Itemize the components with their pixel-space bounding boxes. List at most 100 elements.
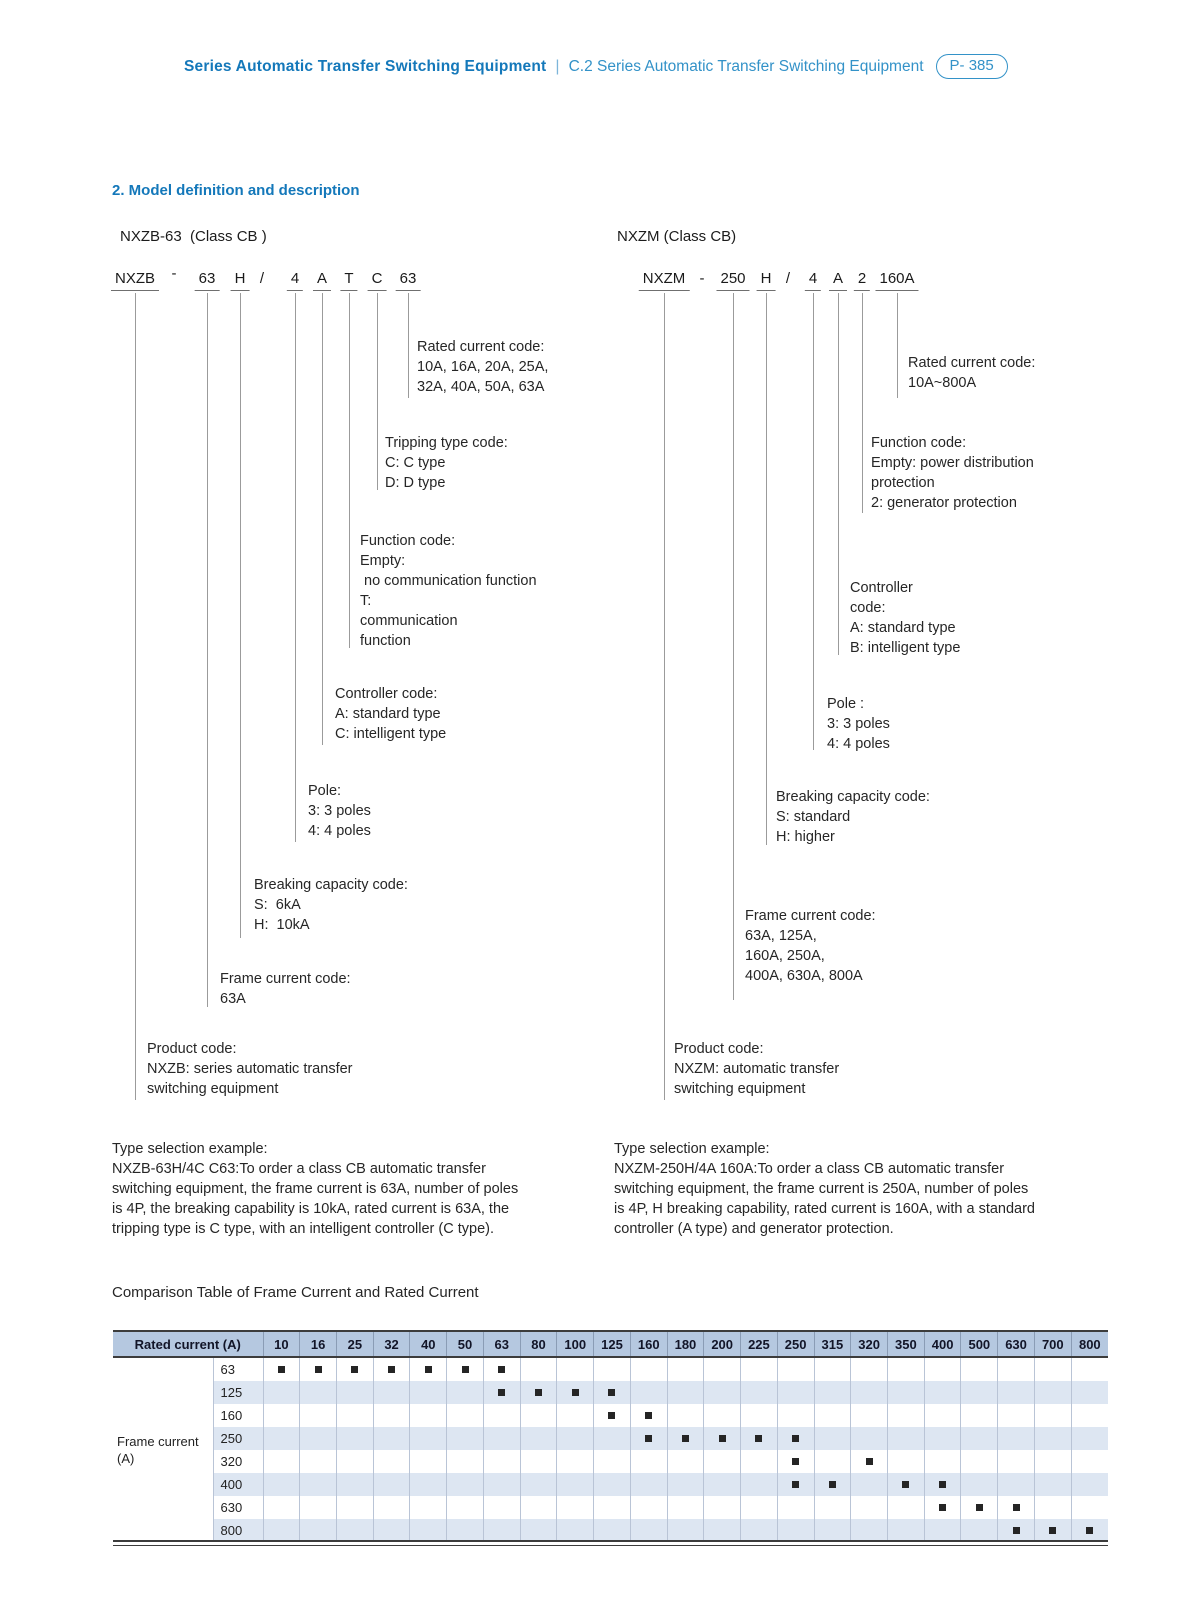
annotation-line: Tripping type code: xyxy=(385,435,508,451)
example-line: NXZB-63H/4C C63:To order a class CB auto… xyxy=(112,1161,486,1177)
table-cell xyxy=(703,1381,741,1404)
table-cell xyxy=(629,1381,668,1404)
code-annotation: Rated current code: 10A, 16A, 20A, 25A, 3… xyxy=(417,337,552,397)
table-cell xyxy=(776,1357,815,1381)
frame-current-value: 800 xyxy=(212,1519,263,1542)
table-cell xyxy=(886,1381,925,1404)
annotation-line: T: xyxy=(360,593,372,609)
table-cell xyxy=(923,1427,961,1450)
annotation-line: 63A, 125A, xyxy=(745,928,821,944)
code-annotation: Product code: NXZB: series automatic tran… xyxy=(147,1039,353,1099)
table-cell xyxy=(997,1381,1035,1404)
table-cell xyxy=(629,1473,668,1496)
table-cell xyxy=(740,1496,778,1519)
mark-icon xyxy=(828,1481,836,1488)
table-cell xyxy=(335,1496,374,1519)
mark-icon xyxy=(792,1435,800,1442)
code-connector-line xyxy=(664,293,665,1100)
diagram-title-nxzm: NXZM (Class CB) xyxy=(617,228,737,245)
annotation-line: switching equipment xyxy=(147,1081,279,1097)
table-cell xyxy=(923,1404,961,1427)
annotation-line: 10A, 16A, 20A, 25A, xyxy=(417,359,553,375)
code-annotation: Function code: Empty: power distribution p… xyxy=(871,433,1034,513)
model-code-token: A xyxy=(312,270,332,291)
column-header: 800 xyxy=(1070,1331,1108,1357)
table-cell xyxy=(886,1427,925,1450)
table-row: 320 xyxy=(113,1450,1108,1473)
column-header: 16 xyxy=(299,1331,337,1357)
table-cell xyxy=(446,1381,484,1404)
column-header: 700 xyxy=(1033,1331,1072,1357)
table-cell xyxy=(519,1519,557,1542)
code-connector-line xyxy=(377,293,378,490)
table-cell xyxy=(666,1496,704,1519)
table-cell xyxy=(446,1519,484,1542)
table-cell xyxy=(886,1519,925,1542)
table-cell xyxy=(813,1473,851,1496)
table-cell xyxy=(629,1519,668,1542)
mark-icon xyxy=(1049,1527,1057,1534)
table-cell xyxy=(593,1473,631,1496)
frame-current-value: 160 xyxy=(212,1404,263,1427)
annotation-line: Frame current code: xyxy=(745,908,876,924)
code-annotation: Controller code: A: standard type C: intel… xyxy=(335,684,446,744)
code-annotation: Frame current code: 63A xyxy=(220,969,351,1009)
model-code-token: - xyxy=(171,265,177,282)
table-cell xyxy=(409,1519,447,1542)
table-cell xyxy=(703,1427,741,1450)
table-cell xyxy=(629,1496,668,1519)
column-header: 63 xyxy=(482,1331,521,1357)
code-annotation: Rated current code: 10A~800A xyxy=(908,353,1035,393)
table-cell xyxy=(776,1519,815,1542)
table-cell xyxy=(960,1450,998,1473)
column-header: 200 xyxy=(703,1331,741,1357)
table-cell xyxy=(446,1404,484,1427)
table-cell xyxy=(262,1473,300,1496)
section-title: 2. Model definition and description xyxy=(112,182,360,199)
table-cell xyxy=(299,1450,337,1473)
table-cell xyxy=(813,1450,851,1473)
table-cell xyxy=(960,1519,998,1542)
mark-icon xyxy=(351,1366,359,1373)
table-cell xyxy=(923,1473,961,1496)
table-cell xyxy=(299,1427,337,1450)
table-cell xyxy=(1033,1404,1072,1427)
annotation-line: 4: 4 poles xyxy=(308,823,371,839)
bottom-rule-thin xyxy=(113,1545,1108,1546)
table-cell xyxy=(519,1496,557,1519)
column-header: 225 xyxy=(740,1331,778,1357)
table-cell xyxy=(1070,1519,1108,1542)
table-cell xyxy=(886,1404,925,1427)
table-row: 400 xyxy=(113,1473,1108,1496)
example-line: is 4P, the breaking capability is 10kA, … xyxy=(112,1201,510,1217)
table-cell xyxy=(409,1357,447,1381)
annotation-line: Function code: xyxy=(871,435,967,451)
annotation-line: S: standard xyxy=(776,809,851,825)
annotation-line: Empty: xyxy=(360,553,406,569)
table-cell xyxy=(409,1496,447,1519)
code-annotation: Controller code: A: standard type B: intell… xyxy=(850,578,960,658)
table-cell xyxy=(813,1496,851,1519)
annotation-line: 3: 3 poles xyxy=(827,716,890,732)
table-cell xyxy=(482,1427,521,1450)
table-cell xyxy=(372,1404,410,1427)
example-line: controller (A type) and generator protec… xyxy=(614,1221,894,1237)
mark-icon xyxy=(461,1366,469,1373)
annotation-line: B: intelligent type xyxy=(850,640,961,656)
table-cell xyxy=(923,1519,961,1542)
chapter-title: C.2 Series Automatic Transfer Switching … xyxy=(568,57,924,75)
table-row: 630 xyxy=(113,1496,1108,1519)
table-cell xyxy=(446,1496,484,1519)
table-cell xyxy=(556,1473,594,1496)
annotation-line: Controller xyxy=(850,580,913,596)
table-cell xyxy=(960,1496,998,1519)
annotation-line: code: xyxy=(850,600,886,616)
table-cell xyxy=(519,1357,557,1381)
column-header: 315 xyxy=(813,1331,851,1357)
comparison-table: Rated current (A) 10 16 25 32 40 50 63 80 100 125 1… xyxy=(113,1330,1108,1542)
table-cell xyxy=(446,1473,484,1496)
table-cell xyxy=(1033,1357,1072,1381)
table-cell xyxy=(372,1473,410,1496)
column-header: 80 xyxy=(519,1331,557,1357)
table-cell xyxy=(1070,1427,1108,1450)
